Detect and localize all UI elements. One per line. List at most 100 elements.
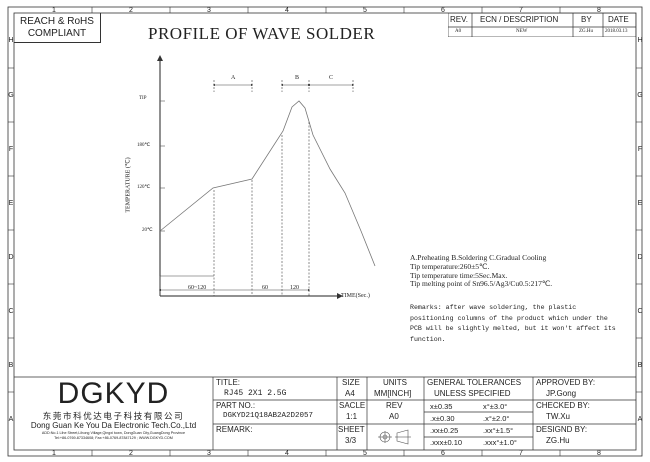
company-name-cn: 东莞市科优达电子科技有限公司 bbox=[42, 411, 185, 421]
scale-label: SACLE bbox=[339, 401, 366, 410]
remarks-line: positioning columns of the product which… bbox=[410, 314, 608, 322]
col-label: 8 bbox=[597, 7, 601, 14]
melting-note: Tip melting point of Sn96.5/Ag3/Cu0.5:21… bbox=[410, 279, 553, 289]
size-value: A4 bbox=[345, 389, 355, 398]
row-label: A bbox=[8, 416, 14, 423]
by-value: ZG.Hu bbox=[579, 29, 594, 34]
phase-label-c: C bbox=[329, 75, 334, 81]
rev-value: A0 bbox=[455, 29, 462, 34]
sheet-value: 3/3 bbox=[345, 436, 357, 445]
approved-label: APPROVED BY: bbox=[536, 378, 596, 387]
row-label: A bbox=[637, 416, 643, 423]
design-value: ZG.Hu bbox=[546, 436, 570, 445]
col-label: 4 bbox=[285, 7, 289, 14]
design-label: DESIGND BY: bbox=[536, 425, 588, 434]
rev-header: REV. bbox=[450, 15, 468, 24]
company-logo: DGKYD bbox=[57, 377, 170, 410]
compliance-line1: REACH & RoHS bbox=[20, 16, 94, 27]
row-label: G bbox=[637, 92, 643, 99]
col-label: 6 bbox=[441, 450, 445, 457]
projection-symbol-icon bbox=[378, 429, 411, 445]
revision-table: REV. ECN / DESCRIPTION BY DATE A0 NEW ZG… bbox=[448, 13, 636, 37]
time-segment-label: 120 bbox=[290, 285, 299, 291]
col-label: 3 bbox=[207, 7, 211, 14]
checked-value: TW.Xu bbox=[546, 412, 571, 421]
tolerances-subtitle: UNLESS SPECIFIED bbox=[434, 389, 511, 398]
tolerance-angular: .xxx°±1.0° bbox=[483, 438, 517, 447]
col-label: 2 bbox=[129, 450, 133, 457]
part-value: DGKYD21Q18AB2A2D2057 bbox=[223, 412, 314, 420]
tolerance-angular: x°±3.0° bbox=[483, 402, 508, 411]
sheet-label: SHEET bbox=[338, 425, 365, 434]
rev-value: A0 bbox=[389, 412, 399, 421]
remarks-note: Remarks: after wave soldering, the plast… bbox=[410, 303, 616, 345]
ecn-value: NEW bbox=[516, 29, 528, 34]
col-label: 2 bbox=[129, 7, 133, 14]
row-label: G bbox=[8, 92, 14, 99]
time-segment-label: 60~120 bbox=[188, 285, 207, 291]
row-label: B bbox=[637, 362, 643, 369]
compliance-badge: REACH & RoHS COMPLIANT bbox=[14, 13, 101, 43]
phase-label-b: B bbox=[295, 75, 300, 81]
y-tick-label: TIP bbox=[139, 96, 147, 101]
row-label: C bbox=[8, 308, 14, 315]
title-value: RJ45 2X1 2.5G bbox=[224, 389, 287, 398]
rev-label: REV bbox=[386, 401, 403, 410]
title-label: TITLE: bbox=[216, 378, 241, 387]
remarks-line: PCB will be slightly melted, but it won'… bbox=[410, 325, 616, 332]
row-label: B bbox=[8, 362, 14, 369]
company-name-en: Dong Guan Ke You Da Electronic Tech.Co.,… bbox=[30, 421, 197, 430]
y-tick-label: 20℃ bbox=[142, 228, 153, 233]
col-label: 5 bbox=[363, 450, 367, 457]
company-contact: Tel:+86-0769-87334608; Fax:+86-0769-8784… bbox=[54, 436, 173, 440]
tip-temp-note: Tip temperature:260±5℃. bbox=[410, 261, 490, 271]
col-label: 7 bbox=[519, 450, 523, 457]
remark-label: REMARK: bbox=[216, 425, 253, 434]
remarks-line: Remarks: after wave soldering, the plast… bbox=[410, 304, 577, 311]
row-label: F bbox=[8, 146, 14, 153]
row-label: D bbox=[637, 254, 643, 261]
col-label: 3 bbox=[207, 450, 211, 457]
phase-label-a: A bbox=[231, 75, 236, 81]
row-label: E bbox=[637, 200, 643, 207]
phases-note: A.Preheating B.Soldering C.Gradual Cooli… bbox=[410, 253, 547, 262]
row-label: C bbox=[637, 308, 643, 315]
date-header: DATE bbox=[608, 15, 629, 24]
tolerances-title: GENERAL TOLERANCES bbox=[427, 378, 522, 387]
row-label: F bbox=[637, 146, 643, 153]
y-tick-label: 120℃ bbox=[137, 185, 151, 190]
checked-label: CHECKED BY: bbox=[536, 401, 590, 410]
time-segment-label: 60 bbox=[262, 285, 268, 291]
tolerance-linear: .xx±0.25 bbox=[430, 426, 459, 435]
tolerance-linear: x±0.35 bbox=[430, 402, 453, 411]
row-label: E bbox=[8, 200, 14, 207]
col-label: 1 bbox=[52, 7, 56, 14]
col-label: 4 bbox=[285, 450, 289, 457]
temperature-curve bbox=[159, 100, 376, 267]
tip-time-note: Tip temperature time:5Sec.Max. bbox=[410, 270, 508, 280]
col-label: 7 bbox=[519, 7, 523, 14]
col-label: 8 bbox=[597, 450, 601, 457]
company-block: DGKYD 东莞市科优达电子科技有限公司 Dong Guan Ke You Da… bbox=[14, 377, 213, 450]
by-header: BY bbox=[581, 15, 592, 24]
x-axis-label: TIME(Sec.) bbox=[341, 293, 370, 299]
col-label: 6 bbox=[441, 7, 445, 14]
units-label: UNITS bbox=[383, 378, 407, 387]
row-label: H bbox=[637, 37, 643, 44]
process-notes: A.Preheating B.Soldering C.Gradual Cooli… bbox=[410, 253, 553, 289]
row-label: D bbox=[8, 254, 14, 261]
tolerance-angular: .xx°±1.5° bbox=[483, 426, 514, 435]
scale-value: 1:1 bbox=[346, 412, 358, 421]
part-label: PART NO.: bbox=[216, 401, 256, 410]
tolerance-linear: .xxx±0.10 bbox=[430, 438, 463, 447]
row-label: H bbox=[8, 37, 14, 44]
y-tick-label: 180℃ bbox=[137, 143, 151, 148]
tolerance-linear: .x±0.30 bbox=[430, 414, 455, 423]
size-label: SIZE bbox=[342, 378, 360, 387]
compliance-line2: COMPLIANT bbox=[27, 28, 87, 39]
tolerance-angular: .x°±2.0° bbox=[483, 414, 510, 423]
col-label: 1 bbox=[52, 450, 56, 457]
units-value: MM[INCH] bbox=[374, 389, 412, 398]
